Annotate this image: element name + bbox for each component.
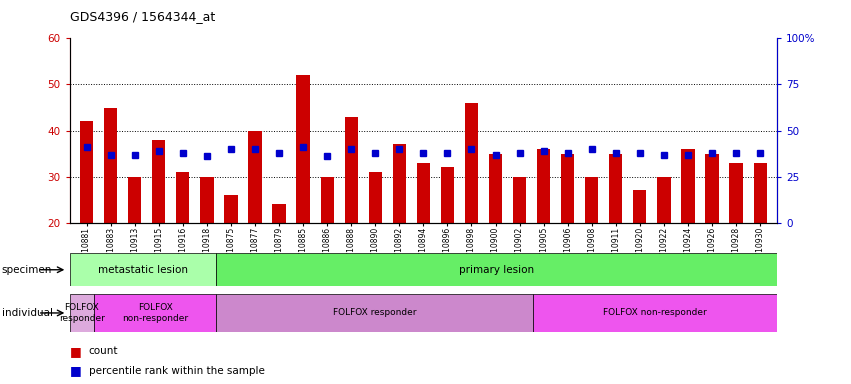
Bar bbox=[104, 108, 117, 223]
Bar bbox=[633, 190, 647, 223]
Bar bbox=[152, 140, 165, 223]
Bar bbox=[94, 294, 216, 332]
Text: percentile rank within the sample: percentile rank within the sample bbox=[89, 366, 265, 376]
Bar bbox=[465, 103, 478, 223]
Bar bbox=[537, 149, 551, 223]
Bar bbox=[392, 144, 406, 223]
Text: ■: ■ bbox=[70, 345, 82, 358]
Text: metastatic lesion: metastatic lesion bbox=[98, 265, 188, 275]
Bar bbox=[80, 121, 94, 223]
Bar bbox=[368, 172, 382, 223]
Bar bbox=[609, 154, 622, 223]
Text: individual: individual bbox=[2, 308, 53, 318]
Text: GDS4396 / 1564344_at: GDS4396 / 1564344_at bbox=[70, 10, 215, 23]
Bar bbox=[441, 167, 454, 223]
Bar bbox=[753, 163, 767, 223]
Bar bbox=[225, 195, 237, 223]
Text: count: count bbox=[89, 346, 118, 356]
Bar bbox=[216, 253, 777, 286]
Bar bbox=[417, 163, 430, 223]
Text: FOLFOX
non-responder: FOLFOX non-responder bbox=[122, 303, 188, 323]
Bar bbox=[70, 253, 216, 286]
Text: specimen: specimen bbox=[2, 265, 52, 275]
Bar bbox=[585, 177, 598, 223]
Bar bbox=[657, 177, 671, 223]
Bar bbox=[321, 177, 334, 223]
Bar bbox=[533, 294, 777, 332]
Bar bbox=[129, 177, 141, 223]
Bar bbox=[513, 177, 526, 223]
Text: FOLFOX responder: FOLFOX responder bbox=[333, 308, 416, 318]
Bar bbox=[705, 154, 718, 223]
Bar bbox=[682, 149, 694, 223]
Text: FOLFOX
responder: FOLFOX responder bbox=[59, 303, 105, 323]
Bar bbox=[176, 172, 190, 223]
Bar bbox=[489, 154, 502, 223]
Bar bbox=[248, 131, 261, 223]
Bar bbox=[272, 204, 286, 223]
Text: FOLFOX non-responder: FOLFOX non-responder bbox=[603, 308, 707, 318]
Text: ■: ■ bbox=[70, 364, 82, 377]
Bar bbox=[216, 294, 533, 332]
Bar bbox=[729, 163, 743, 223]
Bar bbox=[345, 117, 357, 223]
Bar bbox=[296, 75, 310, 223]
Bar bbox=[70, 294, 94, 332]
Bar bbox=[200, 177, 214, 223]
Bar bbox=[561, 154, 574, 223]
Text: primary lesion: primary lesion bbox=[459, 265, 534, 275]
